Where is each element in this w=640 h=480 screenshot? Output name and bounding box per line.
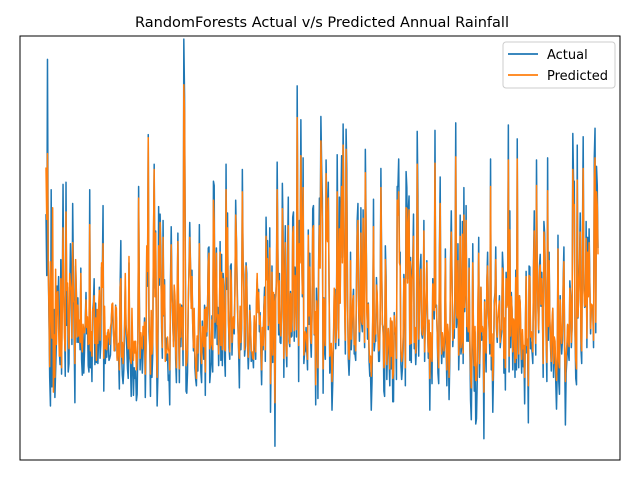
legend-label-predicted: Predicted bbox=[547, 69, 608, 84]
series-line-predicted bbox=[45, 84, 599, 404]
series-layer bbox=[45, 38, 599, 447]
chart-title: RandomForests Actual v/s Predicted Annua… bbox=[135, 15, 509, 31]
legend: Actual Predicted bbox=[502, 41, 616, 89]
legend-label-actual: Actual bbox=[547, 48, 588, 63]
plot-frame bbox=[19, 35, 621, 461]
